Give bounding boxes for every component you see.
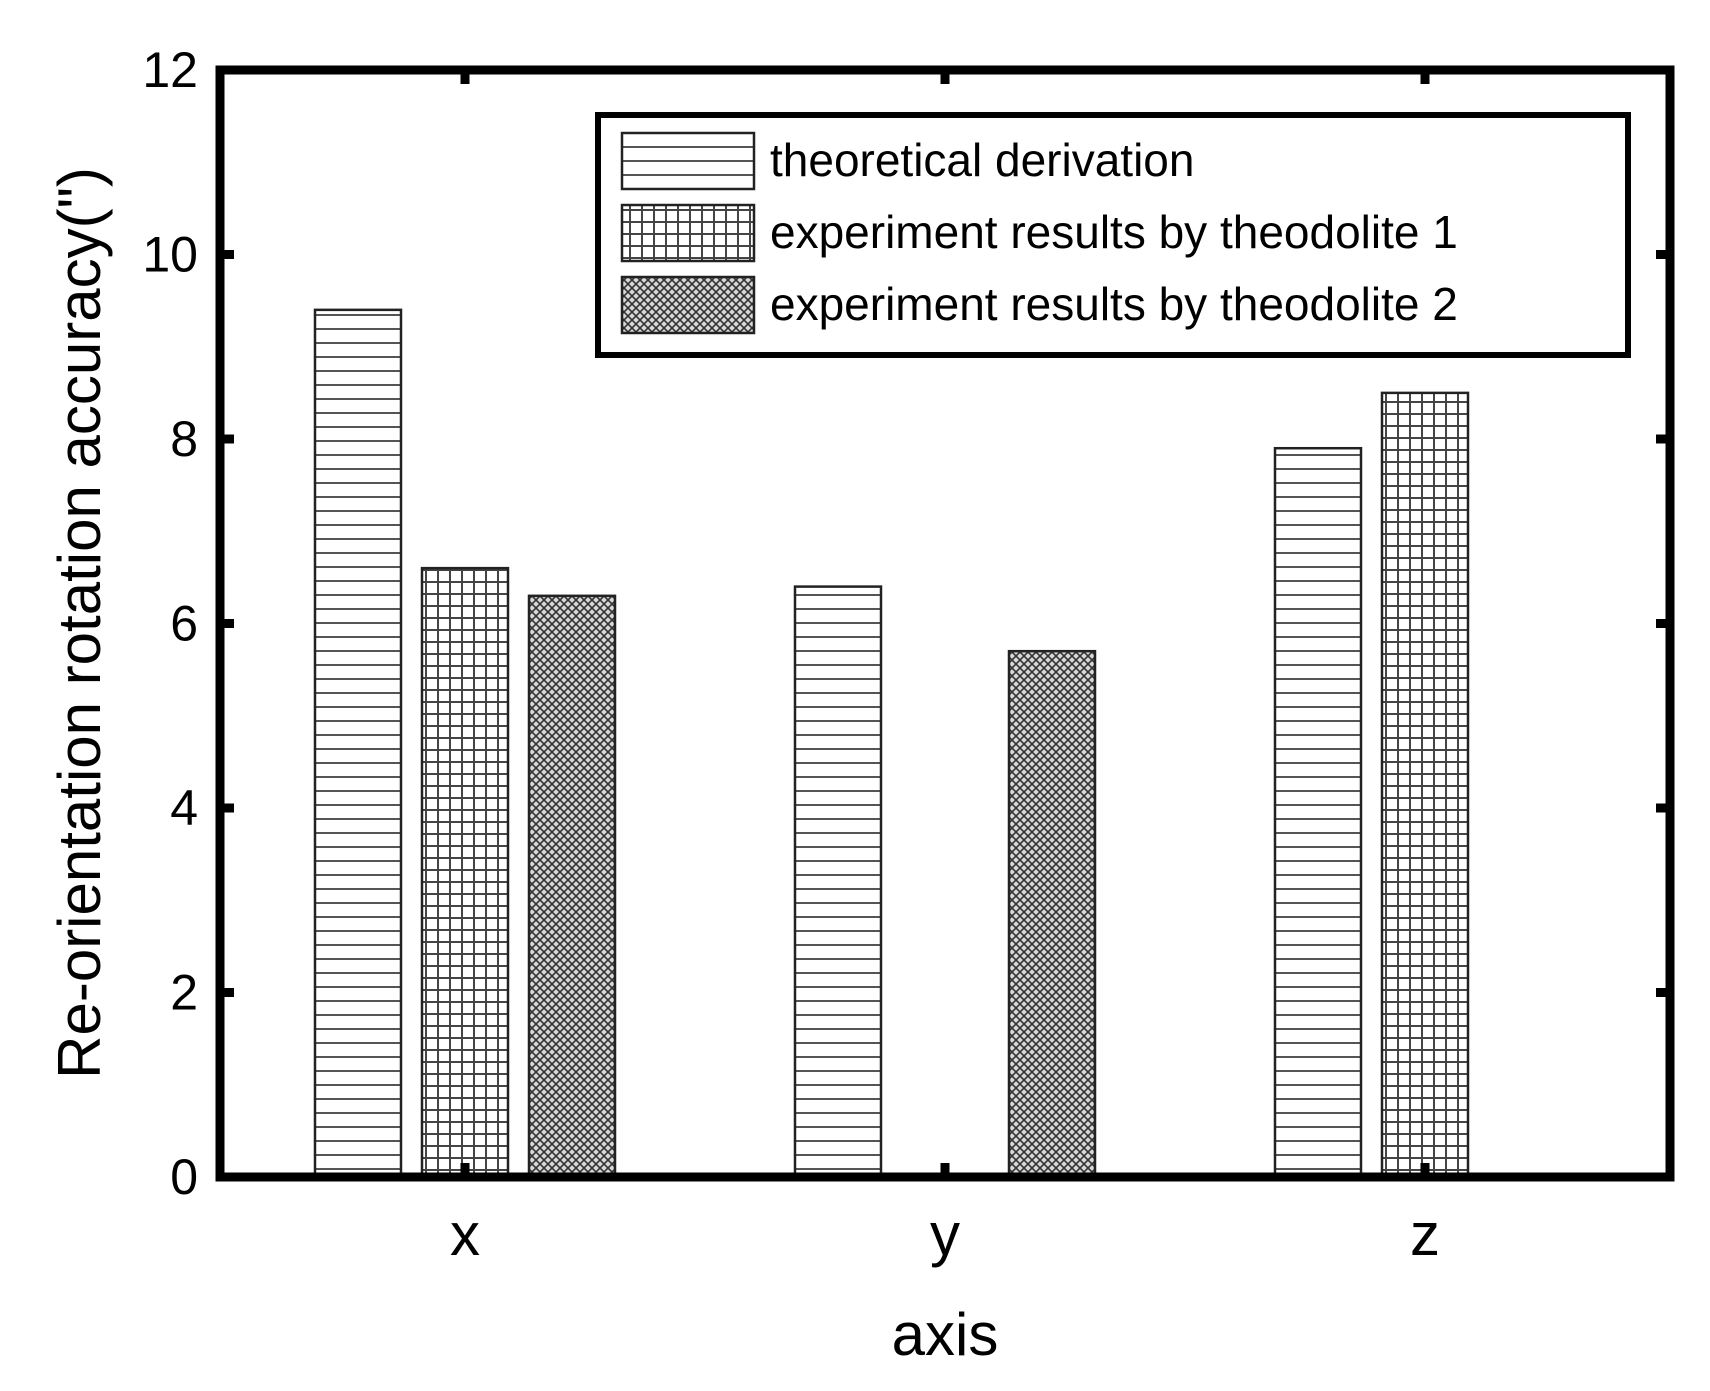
bar-z-experiment-results-by-theodolite-1 [1380, 391, 1470, 1179]
legend-swatch-experiment-results-by-theodolite-2 [620, 275, 756, 335]
y-tick-label: 12 [142, 42, 198, 98]
bar-y-theoretical-derivation [793, 585, 883, 1179]
y-tick-label: 6 [170, 596, 198, 652]
x-tick-label-z: z [1410, 1201, 1440, 1268]
legend-swatch-theoretical-derivation [620, 131, 756, 191]
bar-x-theoretical-derivation [313, 308, 403, 1179]
y-tick-label: 4 [170, 780, 198, 836]
y-tick-label: 8 [170, 411, 198, 467]
y-axis-label: Re-orientation rotation accuracy(") [46, 167, 113, 1079]
bars-layer [313, 308, 1470, 1179]
axis-ticks [220, 65, 1670, 1182]
legend-box [595, 112, 1631, 358]
bar-y-experiment-results-by-theodolite-2 [1007, 649, 1097, 1179]
legend: theoretical derivation experiment results… [595, 112, 1631, 358]
bar-x-experiment-results-by-theodolite-1 [420, 566, 510, 1179]
x-tick-labels: x y z [450, 1201, 1440, 1268]
bar-z-theoretical-derivation [1273, 446, 1363, 1179]
legend-label-theoretical-derivation: theoretical derivation [770, 134, 1194, 186]
x-tick-label-y: y [930, 1201, 960, 1268]
y-tick-label: 2 [170, 965, 198, 1021]
legend-label-experiment-results-by-theodolite-2: experiment results by theodolite 2 [770, 278, 1458, 330]
bar-x-experiment-results-by-theodolite-2 [527, 594, 617, 1179]
legend-swatch-experiment-results-by-theodolite-1 [620, 203, 756, 263]
y-tick-label: 10 [142, 227, 198, 283]
y-tick-label: 0 [170, 1149, 198, 1205]
y-tick-labels: 0 2 4 6 8 10 12 [142, 42, 198, 1205]
legend-label-experiment-results-by-theodolite-1: experiment results by theodolite 1 [770, 206, 1458, 258]
x-axis-label: axis [892, 1301, 999, 1368]
x-tick-label-x: x [450, 1201, 480, 1268]
